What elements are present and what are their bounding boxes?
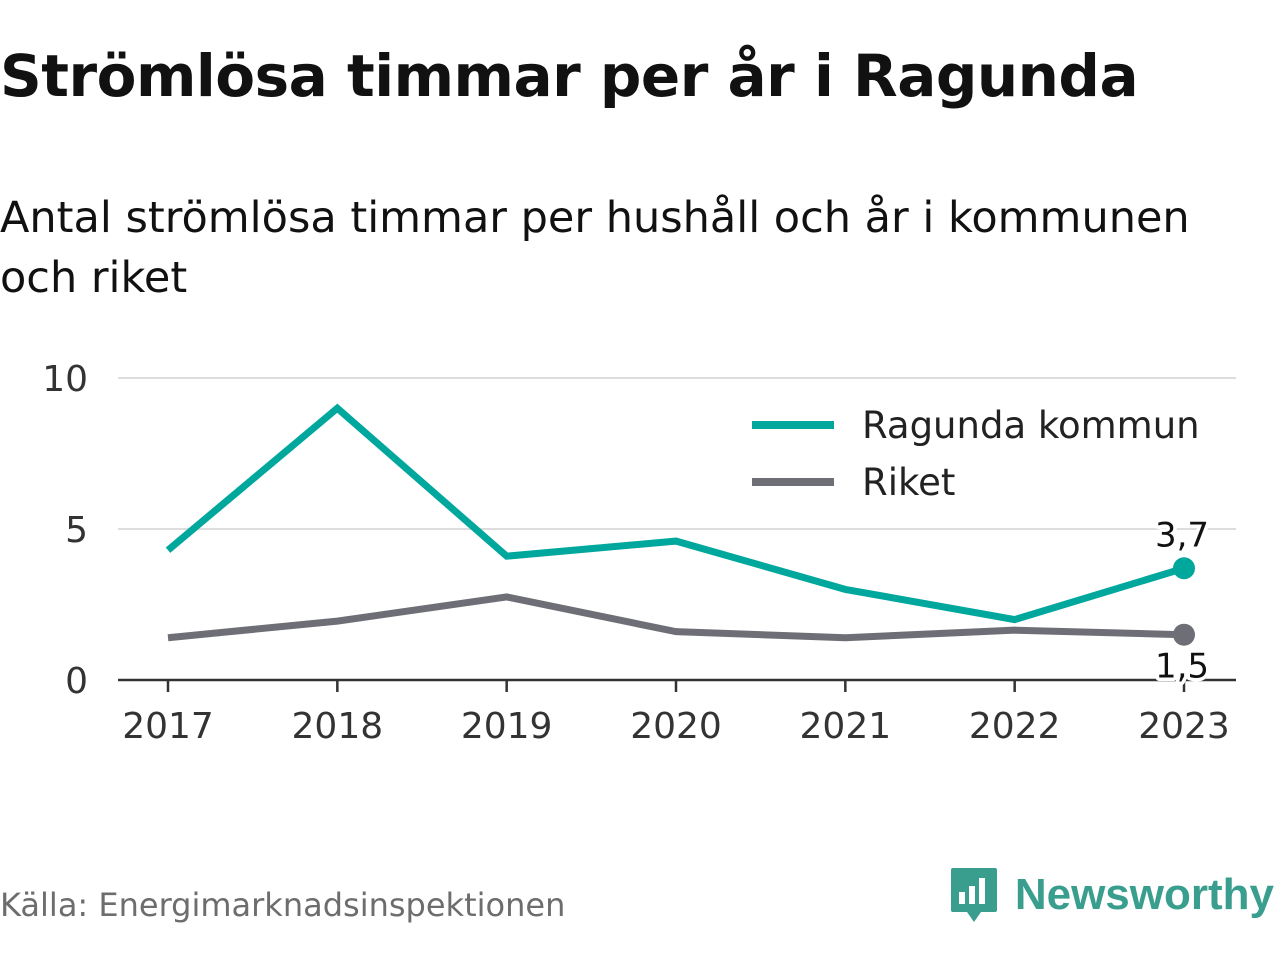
x-tick-label: 2019 bbox=[461, 706, 553, 747]
series-end-point bbox=[1173, 557, 1195, 580]
chart-title: Strömlösa timmar per år i Ragunda bbox=[0, 42, 1139, 110]
y-tick-label: 5 bbox=[65, 510, 88, 551]
brand-name: Newsworthy bbox=[1014, 870, 1274, 919]
source-note: Källa: Energimarknadsinspektionen bbox=[0, 886, 566, 924]
brand-logo: Newsworthy bbox=[949, 866, 1274, 924]
x-tick-label: 2021 bbox=[800, 706, 892, 747]
x-tick-label: 2018 bbox=[292, 706, 384, 747]
chart-subtitle: Antal strömlösa timmar per hushåll och å… bbox=[0, 193, 1190, 303]
x-tick-label: 2022 bbox=[969, 706, 1061, 747]
legend-label: Ragunda kommun bbox=[862, 404, 1200, 447]
data-label: 1,5 bbox=[1155, 647, 1209, 687]
y-tick-label: 0 bbox=[65, 661, 88, 702]
x-tick-label: 2023 bbox=[1138, 706, 1230, 747]
series-line-1 bbox=[165, 403, 1186, 624]
legend-label: Riket bbox=[862, 461, 955, 504]
y-tick-label: 10 bbox=[42, 359, 88, 400]
series-end-point bbox=[1173, 623, 1195, 646]
x-tick-label: 2017 bbox=[122, 706, 214, 747]
x-tick-label: 2020 bbox=[630, 706, 722, 747]
series-line-2 bbox=[167, 593, 1185, 642]
data-label: 3,7 bbox=[1155, 515, 1209, 555]
newsworthy-logo-icon bbox=[950, 868, 997, 922]
